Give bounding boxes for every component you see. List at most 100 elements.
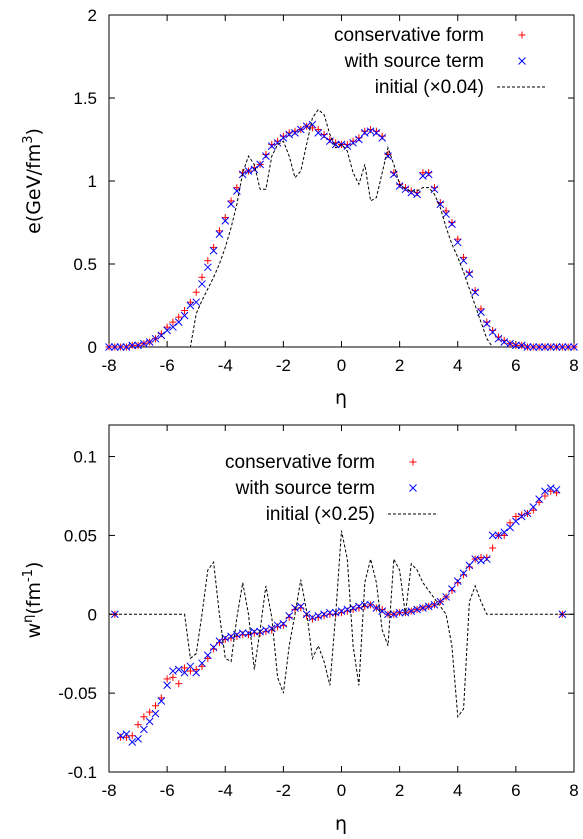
source-data-point: [192, 298, 201, 307]
source-data-point: [512, 517, 520, 526]
conservative-data-point: [221, 214, 229, 222]
source-data-point: [442, 210, 450, 219]
source-data-point: [471, 288, 480, 297]
source-data-point: [151, 709, 160, 718]
source-data-point: [308, 120, 317, 129]
source-data-point: [145, 717, 154, 726]
conservative-data-point: [227, 197, 235, 205]
conservative-data-point: [210, 645, 218, 653]
legend-marker: [409, 484, 417, 492]
source-data-point: [424, 170, 433, 179]
conservative-data-point: [477, 305, 485, 313]
top-legend-marker-source: [518, 57, 526, 65]
x-tick-label: -8: [101, 781, 116, 800]
conservative-data-point: [355, 134, 363, 142]
source-data-point: [459, 256, 468, 265]
source-data-point: [296, 602, 305, 611]
conservative-data-point: [465, 563, 473, 571]
source-data-point: [174, 318, 183, 326]
source-data-point: [291, 604, 299, 612]
conservative-data-point: [146, 708, 154, 716]
source-data-point: [360, 129, 369, 137]
source-data-point: [256, 160, 264, 169]
conservative-data-point: [512, 512, 520, 520]
source-data-point: [500, 338, 509, 346]
conservative-data-point: [460, 571, 468, 579]
x-tick-label: -8: [101, 356, 116, 375]
conservative-data-point: [297, 604, 305, 612]
source-data-point: [401, 185, 410, 194]
source-data-point: [279, 619, 288, 628]
conservative-data-point: [186, 667, 194, 675]
source-data-point: [401, 608, 410, 617]
source-data-point: [145, 338, 154, 346]
conservative-data-point: [454, 579, 462, 587]
source-data-point: [227, 200, 235, 209]
source-data-point: [244, 629, 253, 638]
source-data-point: [517, 512, 526, 521]
conservative-data-point: [169, 673, 177, 681]
x-tick-label: 8: [569, 781, 578, 800]
source-data-point: [151, 334, 160, 343]
conservative-data-point: [215, 639, 223, 647]
bottom-legend-marker-conservative: [409, 458, 417, 466]
conservative-data-point: [198, 662, 206, 670]
source-data-point: [546, 343, 555, 351]
y-tick-label: 0.5: [73, 255, 97, 274]
source-data-point: [506, 523, 514, 532]
source-data-point: [262, 152, 270, 160]
source-data-point: [529, 343, 538, 351]
source-data-point: [285, 130, 294, 139]
conservative-data-point: [285, 129, 293, 137]
conservative-data-point: [152, 702, 159, 710]
conservative-data-point: [215, 227, 223, 235]
source-data-point: [523, 343, 532, 351]
y-tick-label: -0.1: [68, 763, 97, 782]
source-data-point: [482, 555, 491, 563]
y-tick-label: 0.05: [64, 526, 97, 545]
conservative-data-point: [448, 219, 456, 226]
conservative-data-point: [175, 313, 183, 321]
top-legend-marker-conservative: [518, 31, 526, 39]
source-data-point: [308, 613, 317, 622]
source-data-point: [262, 626, 270, 634]
source-data-point: [465, 270, 474, 278]
source-data-point: [378, 133, 387, 142]
source-data-point: [192, 668, 201, 677]
source-data-point: [285, 611, 294, 620]
source-data-point: [250, 165, 259, 174]
source-data-point: [395, 182, 404, 190]
top-y-axis-label-sup: 3: [21, 136, 36, 144]
conservative-data-point: [204, 257, 212, 265]
conservative-data-point: [186, 298, 194, 306]
source-data-point: [448, 220, 456, 229]
source-data-point: [436, 200, 445, 209]
bottom-y-axis-label-tail: ): [23, 562, 45, 569]
source-data-point: [122, 730, 131, 738]
initial-series-line: [109, 530, 574, 719]
source-data-point: [424, 602, 433, 611]
conservative-data-point: [471, 287, 479, 295]
conservative-data-point: [489, 326, 497, 334]
source-data-point: [267, 142, 276, 150]
source-data-point: [488, 531, 497, 540]
conservative-data-point: [192, 288, 200, 296]
conservative-data-point: [460, 253, 468, 261]
conservative-data-point: [140, 713, 148, 721]
source-data-point: [140, 725, 148, 734]
x-tick-label: 6: [511, 356, 520, 375]
source-data-point: [296, 125, 305, 134]
source-data-point: [349, 138, 357, 147]
conservative-data-point: [349, 137, 357, 145]
bottom-y-axis-label: wη(fm-1): [21, 562, 45, 639]
source-data-point: [488, 328, 497, 336]
source-data-point: [366, 127, 375, 136]
source-data-point: [419, 172, 427, 180]
source-data-point: [407, 607, 416, 615]
top-y-axis-label-base: e(GeV/fm: [23, 144, 45, 234]
y-tick-label: -0.05: [58, 684, 97, 703]
conservative-data-point: [175, 680, 183, 688]
source-data-point: [570, 343, 578, 351]
source-data-point: [291, 129, 299, 137]
